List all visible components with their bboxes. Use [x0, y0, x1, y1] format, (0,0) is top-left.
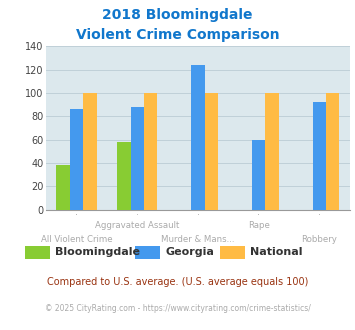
Text: Compared to U.S. average. (U.S. average equals 100): Compared to U.S. average. (U.S. average … — [47, 277, 308, 287]
Bar — [117, 142, 131, 210]
Bar — [131, 107, 144, 210]
Text: Georgia: Georgia — [165, 248, 214, 257]
Text: 2018 Bloomingdale: 2018 Bloomingdale — [102, 8, 253, 22]
Text: Rape: Rape — [248, 221, 269, 230]
Text: All Violent Crime: All Violent Crime — [41, 235, 112, 244]
Bar — [191, 65, 204, 210]
Bar — [252, 140, 265, 210]
Bar — [56, 165, 70, 210]
Text: Bloomingdale: Bloomingdale — [55, 248, 140, 257]
Text: Robbery: Robbery — [301, 235, 337, 244]
Text: Murder & Mans...: Murder & Mans... — [161, 235, 235, 244]
Text: Violent Crime Comparison: Violent Crime Comparison — [76, 28, 279, 42]
Bar — [70, 109, 83, 210]
Text: © 2025 CityRating.com - https://www.cityrating.com/crime-statistics/: © 2025 CityRating.com - https://www.city… — [45, 304, 310, 313]
Bar — [313, 102, 326, 210]
Text: Aggravated Assault: Aggravated Assault — [95, 221, 179, 230]
Bar — [83, 93, 97, 210]
Text: National: National — [250, 248, 303, 257]
Bar — [326, 93, 339, 210]
Bar — [204, 93, 218, 210]
Bar — [265, 93, 279, 210]
Bar — [144, 93, 157, 210]
